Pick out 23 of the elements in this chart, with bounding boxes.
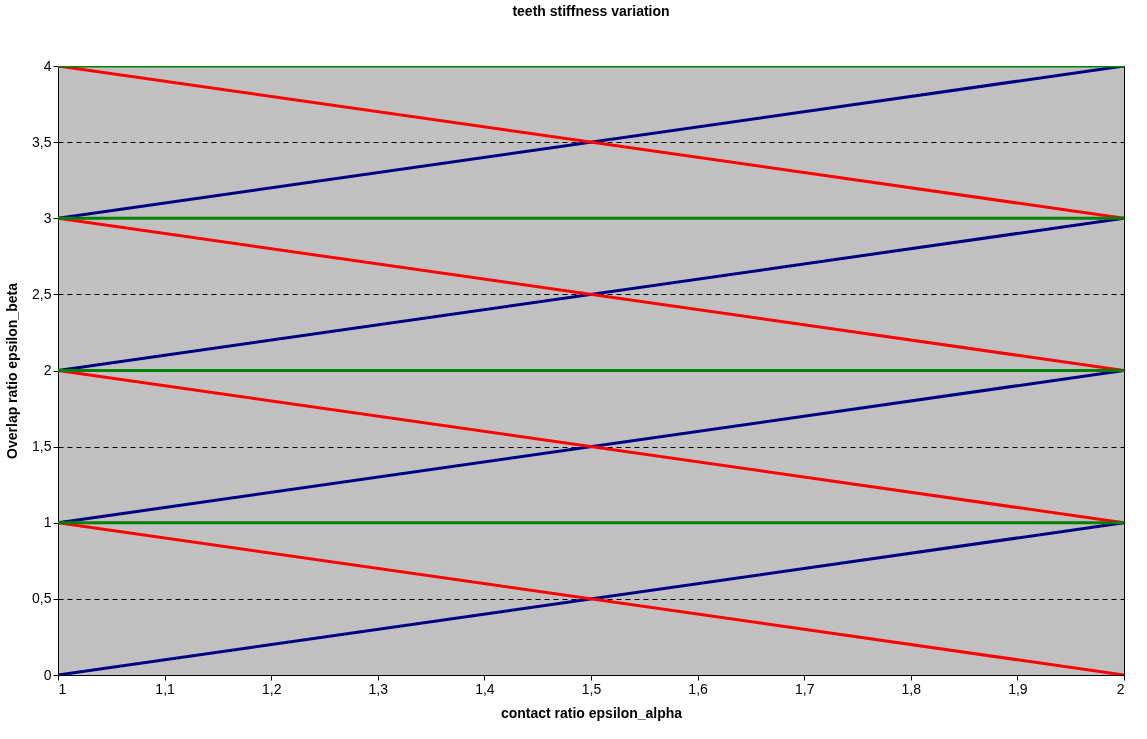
x-tick-label: 1,9 — [1008, 680, 1028, 697]
x-tick-label: 1,1 — [155, 680, 176, 697]
x-tick-label: 1,5 — [581, 680, 602, 697]
y-tick-label: 1,5 — [32, 438, 52, 455]
y-tick-label: 4 — [43, 57, 52, 74]
x-axis-title: contact ratio epsilon_alpha — [500, 704, 683, 721]
x-tick-label: 1,3 — [368, 680, 389, 697]
x-tick-label: 1,6 — [688, 680, 709, 697]
x-tick-label: 1 — [58, 680, 67, 697]
y-tick-label: 0 — [43, 666, 52, 683]
x-tick-label: 2 — [1116, 680, 1125, 697]
x-tick-label: 1,4 — [475, 680, 495, 697]
x-tick-label: 1,8 — [901, 680, 922, 697]
y-axis-title: Overlap ratio epsilon_beta — [4, 282, 21, 459]
y-tick-label: 3 — [43, 209, 52, 226]
chart-title: teeth stiffness variation — [512, 3, 670, 19]
y-tick-label: 2 — [43, 362, 52, 378]
y-tick-label: 1 — [43, 514, 52, 531]
x-tick-label: 1,7 — [794, 680, 815, 697]
y-tick-label: 2,5 — [32, 285, 52, 302]
y-tick-label: 0,5 — [32, 590, 52, 607]
x-tick-label: 1,2 — [261, 680, 282, 697]
y-tick-label: 3,5 — [32, 133, 52, 150]
